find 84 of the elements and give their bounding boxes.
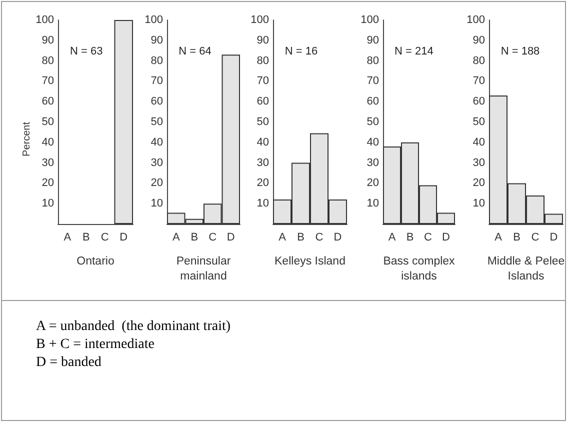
y-tick-label: 60 [42, 96, 54, 108]
y-axis-title: Percent [22, 122, 32, 156]
y-tick-label: 10 [42, 198, 54, 210]
annotation: N = 16 [284, 46, 318, 58]
y-tick-label: 70 [42, 75, 54, 88]
x-axis-title: Kelleys Island [274, 256, 346, 268]
text: D = banded [36, 355, 102, 370]
y-tick-label: 60 [472, 96, 485, 108]
y-tick-label: 30 [366, 156, 379, 169]
annotation: N = 63 [70, 46, 103, 58]
x-axis-title: Peninsular mainland [176, 256, 231, 282]
annotation: N = 64 [178, 46, 212, 58]
y-tick-label: 30 [472, 156, 485, 169]
y-tick-label: 80 [256, 54, 269, 67]
y-tick-label: 10 [472, 198, 485, 210]
x-tick-label: C [208, 232, 217, 244]
y-tick-label: 70 [256, 75, 269, 88]
y-tick-label: 100 [250, 14, 269, 26]
x-tick-label: B [82, 232, 90, 244]
annotation: N = 214 [394, 46, 434, 58]
y-tick-label: 60 [150, 96, 163, 108]
annotation: N = 188 [500, 46, 540, 58]
x-tick-label: B [513, 232, 520, 244]
x-axis-title: Bass complex islands [383, 256, 456, 282]
x-tick-label: A [172, 232, 180, 244]
y-tick-label: 40 [256, 136, 269, 148]
y-tick-label: 90 [256, 34, 269, 46]
y-tick-label: 20 [472, 177, 485, 190]
y-tick-label: 70 [150, 75, 163, 88]
y-tick-label: 20 [150, 177, 163, 190]
x-tick-label: A [278, 232, 287, 244]
x-tick-label: D [226, 232, 235, 244]
x-tick-label: C [424, 232, 432, 244]
y-tick-label: 20 [366, 177, 379, 190]
x-tick-label: C [531, 232, 540, 244]
y-tick-label: 50 [150, 116, 163, 128]
y-tick-label: 50 [42, 116, 54, 128]
text: A = unbanded (the dominant trait) [36, 319, 231, 334]
y-tick-label: 90 [366, 34, 379, 46]
y-tick-label: 90 [42, 34, 54, 46]
y-tick-label: 20 [42, 177, 54, 190]
y-tick-label: 80 [42, 54, 54, 67]
y-tick-label: 30 [256, 156, 269, 169]
y-tick-label: 70 [472, 75, 485, 88]
x-tick-label: A [388, 232, 396, 244]
y-tick-label: 10 [150, 198, 163, 210]
y-tick-label: 70 [366, 75, 379, 88]
y-tick-label: 10 [256, 198, 269, 210]
y-tick-label: 30 [42, 156, 54, 169]
y-tick-label: 80 [472, 54, 485, 67]
y-tick-label: 100 [360, 14, 379, 26]
y-tick-label: 50 [366, 116, 379, 128]
y-tick-label: 10 [366, 198, 379, 210]
y-tick-label: 60 [366, 96, 379, 108]
y-tick-label: 60 [256, 96, 269, 108]
y-tick-label: 40 [472, 136, 485, 148]
y-tick-label: 50 [472, 116, 485, 128]
x-tick-label: B [190, 232, 198, 244]
y-tick-label: 100 [144, 14, 163, 26]
y-tick-label: 30 [150, 156, 163, 169]
x-tick-label: A [64, 232, 72, 244]
x-axis-title: Ontario [76, 256, 114, 268]
y-tick-label: 20 [256, 177, 269, 190]
x-tick-label: A [494, 232, 503, 244]
x-tick-label: D [550, 232, 558, 244]
y-tick-label: 100 [36, 14, 54, 26]
y-tick-label: 40 [150, 136, 163, 148]
x-tick-label: B [406, 232, 414, 244]
y-tick-label: 90 [472, 34, 485, 46]
x-tick-label: C [315, 232, 324, 244]
y-tick-label: 100 [466, 14, 485, 26]
y-tick-label: 90 [150, 34, 163, 46]
x-axis-title: Middle & Pelee Islands [487, 256, 565, 282]
y-tick-label: 80 [366, 54, 379, 67]
y-tick-label: 80 [150, 54, 163, 67]
text: B + C = intermediate [36, 337, 154, 352]
x-tick-label: D [334, 232, 342, 244]
x-tick-label: D [120, 232, 128, 244]
y-tick-label: 50 [256, 116, 269, 128]
y-tick-label: 40 [42, 136, 54, 148]
x-tick-label: C [100, 232, 109, 244]
x-tick-label: B [297, 232, 304, 244]
x-tick-label: D [442, 232, 450, 244]
y-tick-label: 40 [366, 136, 379, 148]
